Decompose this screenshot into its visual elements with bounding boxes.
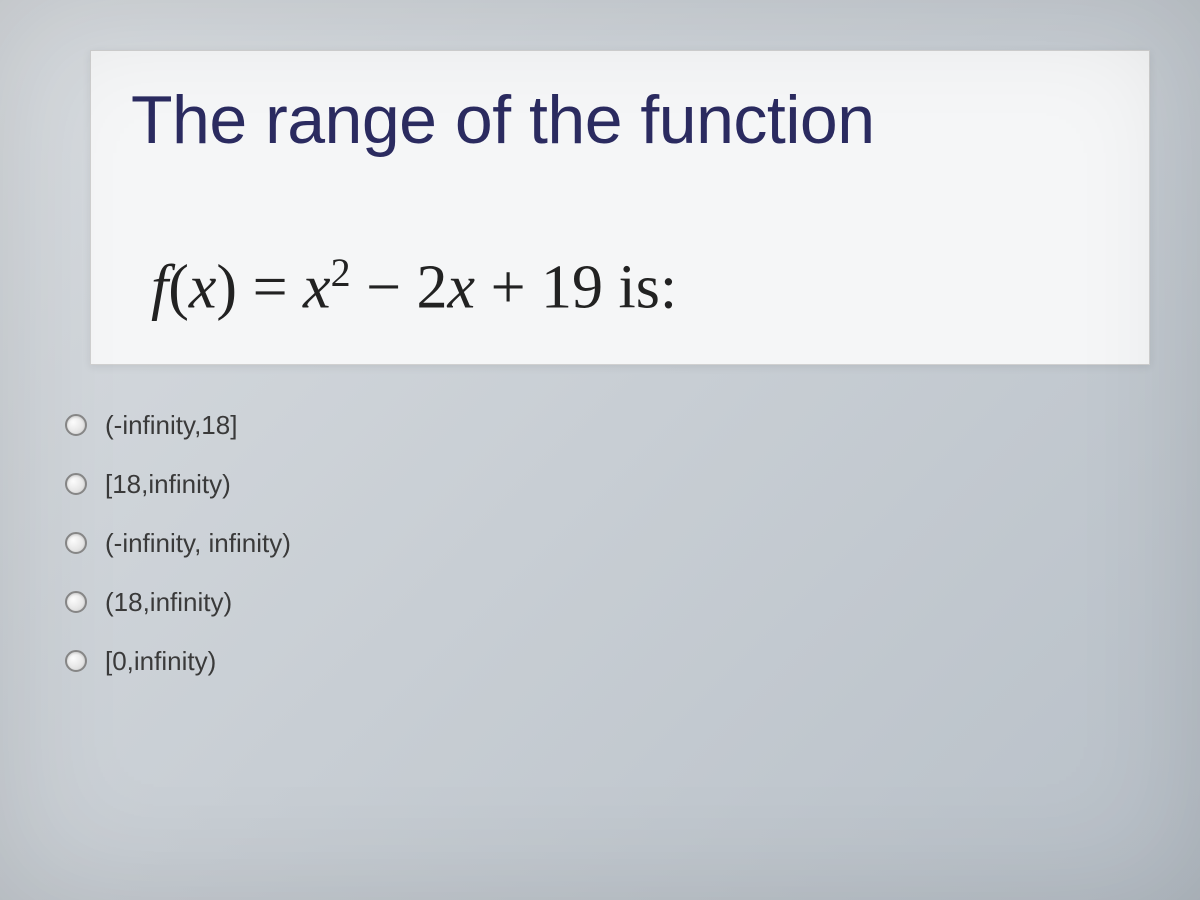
question-title: The range of the function: [131, 81, 1109, 159]
question-box: The range of the function f(x) = x2 − 2x…: [90, 50, 1150, 365]
radio-icon[interactable]: [65, 650, 87, 672]
option-row[interactable]: [0,infinity): [65, 646, 1170, 677]
option-row[interactable]: [18,infinity): [65, 469, 1170, 500]
option-label: (-infinity, infinity): [105, 528, 291, 559]
radio-icon[interactable]: [65, 591, 87, 613]
options-list: (-infinity,18] [18,infinity) (-infinity,…: [65, 410, 1170, 677]
title-section: The range of the function: [91, 51, 1149, 219]
option-label: (18,infinity): [105, 587, 232, 618]
option-row[interactable]: (18,infinity): [65, 587, 1170, 618]
question-equation: f(x) = x2 − 2x + 19 is:: [151, 249, 1109, 324]
radio-icon[interactable]: [65, 473, 87, 495]
equation-section: f(x) = x2 − 2x + 19 is:: [91, 219, 1149, 364]
option-row[interactable]: (-infinity, infinity): [65, 528, 1170, 559]
radio-icon[interactable]: [65, 414, 87, 436]
option-label: [18,infinity): [105, 469, 231, 500]
radio-icon[interactable]: [65, 532, 87, 554]
option-label: (-infinity,18]: [105, 410, 237, 441]
option-label: [0,infinity): [105, 646, 216, 677]
option-row[interactable]: (-infinity,18]: [65, 410, 1170, 441]
